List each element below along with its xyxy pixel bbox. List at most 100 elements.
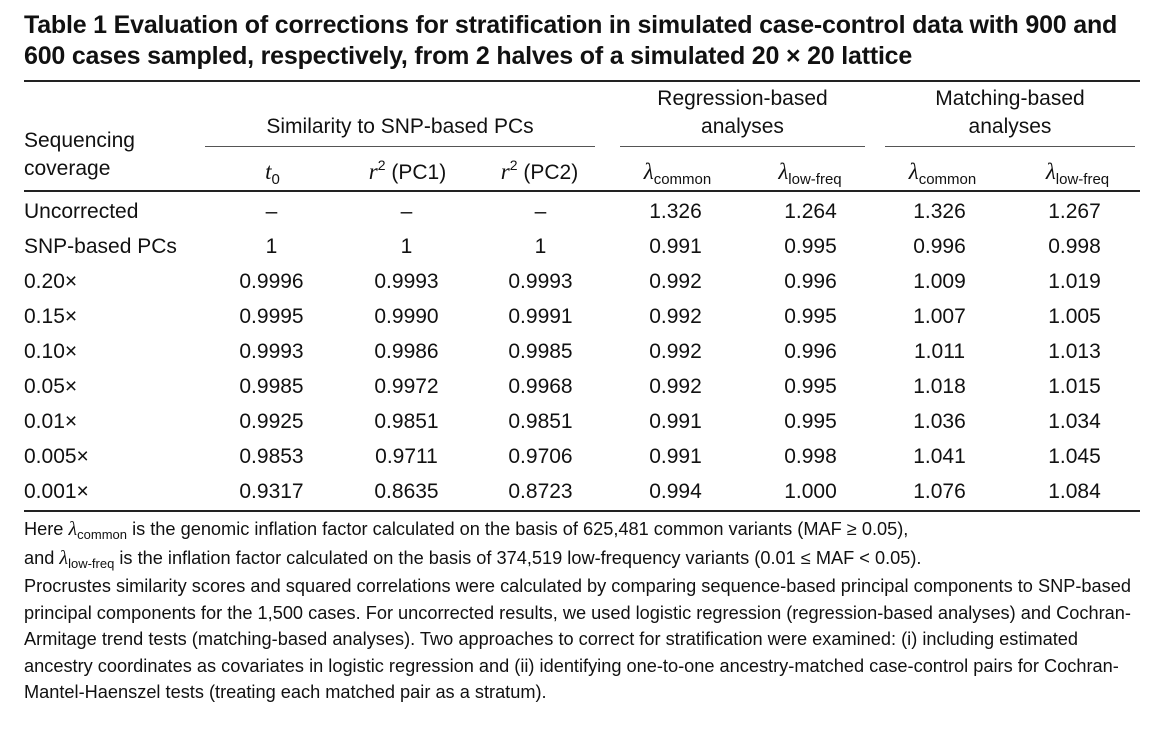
cell-r2-pc2: 0.9851	[508, 410, 573, 433]
cell-mat-lowfreq: 0.998	[1048, 235, 1101, 258]
group-rule-matching	[885, 146, 1135, 147]
cell-mat-common: 1.007	[913, 305, 966, 328]
col-header-mat-lambda-common: λcommon	[908, 159, 977, 188]
cell-reg-lowfreq: 0.995	[784, 305, 837, 328]
cell-r2-pc2: 0.9968	[508, 375, 573, 398]
cell-mat-lowfreq: 1.267	[1048, 200, 1101, 223]
cell-reg-lowfreq: 0.995	[784, 375, 837, 398]
cell-reg-lowfreq: 1.264	[784, 200, 837, 223]
group-header-regression-line1: Regression-based	[657, 87, 828, 110]
table-footnote: Here λcommon is the genomic inflation fa…	[24, 516, 1144, 706]
group-header-regression: Regression-based analyses	[620, 85, 865, 141]
cell-mat-common: 1.036	[913, 410, 966, 433]
row-label: 0.15×	[24, 305, 78, 328]
cell-mat-common: 1.076	[913, 480, 966, 503]
cell-mat-common: 1.011	[914, 340, 965, 363]
row-label: 0.05×	[24, 375, 78, 398]
cell-reg-lowfreq: 0.995	[784, 410, 837, 433]
cell-r2-pc2: 0.9991	[508, 305, 573, 328]
table-row: 0.005× 0.9853 0.9711 0.9706 0.991 0.998 …	[24, 439, 1140, 474]
row-label: 0.10×	[24, 340, 78, 363]
cell-t0: 0.9995	[239, 305, 304, 328]
table-row: SNP-based PCs 1 1 1 0.991 0.995 0.996 0.…	[24, 229, 1140, 264]
cell-mat-lowfreq: 1.015	[1048, 375, 1101, 398]
cell-reg-common: 0.994	[649, 480, 702, 503]
cell-mat-common: 1.041	[913, 445, 966, 468]
cell-reg-common: 0.992	[649, 340, 702, 363]
cell-r2-pc1: 1	[400, 235, 413, 258]
row-label: 0.001×	[24, 480, 89, 503]
cell-r2-pc1: 0.9851	[374, 410, 439, 433]
table-row: 0.01× 0.9925 0.9851 0.9851 0.991 0.995 1…	[24, 404, 1140, 439]
cell-reg-lowfreq: 0.996	[784, 270, 837, 293]
cell-r2-pc1: –	[400, 200, 413, 223]
group-header-matching-line2: analyses	[968, 115, 1052, 138]
cell-r2-pc2: 1	[534, 235, 547, 258]
cell-r2-pc1: 0.9993	[374, 270, 439, 293]
footnote-rest: Procrustes similarity scores and squared…	[24, 576, 1131, 702]
table-row: 0.05× 0.9985 0.9972 0.9968 0.992 0.995 1…	[24, 369, 1140, 404]
cell-r2-pc1: 0.9986	[374, 340, 439, 363]
cell-r2-pc2: 0.9706	[508, 445, 573, 468]
col-header-reg-lambda-common: λcommon	[643, 159, 712, 188]
cell-reg-common: 0.992	[649, 305, 702, 328]
cell-r2-pc1: 0.9972	[374, 375, 439, 398]
table-body: Uncorrected – – – 1.326 1.264 1.326 1.26…	[24, 194, 1140, 509]
row-label: 0.01×	[24, 410, 78, 433]
cell-t0: 0.9853	[239, 445, 304, 468]
group-header-similarity: Similarity to SNP-based PCs	[266, 115, 534, 138]
cell-mat-common: 0.996	[913, 235, 966, 258]
row-label-header: Sequencing coverage	[24, 127, 135, 183]
row-label: Uncorrected	[24, 200, 139, 223]
cell-t0: 1	[265, 235, 278, 258]
cell-mat-common: 1.326	[913, 200, 966, 223]
cell-reg-lowfreq: 1.000	[784, 480, 837, 503]
cell-mat-lowfreq: 1.084	[1048, 480, 1101, 503]
col-header-mat-lambda-lowfreq: λlow-freq	[1045, 159, 1110, 188]
cell-mat-lowfreq: 1.045	[1048, 445, 1101, 468]
cell-mat-lowfreq: 1.019	[1048, 270, 1101, 293]
col-header-t0: t0	[265, 159, 280, 188]
group-header-matching-line1: Matching-based	[935, 87, 1085, 110]
table-row: 0.20× 0.9996 0.9993 0.9993 0.992 0.996 1…	[24, 264, 1140, 299]
footnote-line1: Here λcommon is the genomic inflation fa…	[24, 518, 909, 542]
row-label: 0.20×	[24, 270, 78, 293]
cell-r2-pc2: –	[534, 200, 547, 223]
table-row: 0.10× 0.9993 0.9986 0.9985 0.992 0.996 1…	[24, 334, 1140, 369]
cell-mat-common: 1.009	[913, 270, 966, 293]
group-rule-regression	[620, 146, 865, 147]
row-label: SNP-based PCs	[24, 235, 177, 258]
cell-reg-lowfreq: 0.998	[784, 445, 837, 468]
cell-reg-common: 0.991	[649, 445, 702, 468]
cell-r2-pc2: 0.9985	[508, 340, 573, 363]
cell-mat-lowfreq: 1.013	[1048, 340, 1101, 363]
bottom-rule	[24, 510, 1140, 512]
group-header-regression-line2: analyses	[701, 115, 784, 138]
cell-r2-pc2: 0.9993	[508, 270, 573, 293]
cell-reg-common: 0.992	[649, 270, 702, 293]
cell-t0: 0.9925	[239, 410, 304, 433]
cell-reg-lowfreq: 0.995	[784, 235, 837, 258]
cell-reg-lowfreq: 0.996	[784, 340, 837, 363]
cell-reg-common: 0.991	[649, 410, 702, 433]
cell-r2-pc1: 0.9711	[375, 445, 438, 468]
cell-reg-common: 0.991	[649, 235, 702, 258]
header-rule	[24, 190, 1140, 192]
col-header-r2-pc1: r2 (PC1)	[368, 157, 447, 184]
cell-r2-pc1: 0.9990	[374, 305, 439, 328]
table-title: Table 1 Evaluation of corrections for st…	[24, 11, 1118, 70]
row-label-header-line2: coverage	[24, 157, 111, 180]
cell-r2-pc2: 0.8723	[508, 480, 573, 503]
cell-mat-common: 1.018	[913, 375, 966, 398]
cell-reg-common: 1.326	[649, 200, 702, 223]
col-header-reg-lambda-lowfreq: λlow-freq	[778, 159, 842, 188]
cell-r2-pc1: 0.8635	[374, 480, 439, 503]
group-rule-similarity	[205, 146, 595, 147]
footnote-line2: and λlow-freq is the inflation factor ca…	[24, 546, 922, 571]
top-rule	[24, 80, 1140, 82]
row-label: 0.005×	[24, 445, 89, 468]
table-row: Uncorrected – – – 1.326 1.264 1.326 1.26…	[24, 194, 1140, 229]
cell-t0: –	[265, 200, 278, 223]
cell-t0: 0.9317	[239, 480, 304, 503]
